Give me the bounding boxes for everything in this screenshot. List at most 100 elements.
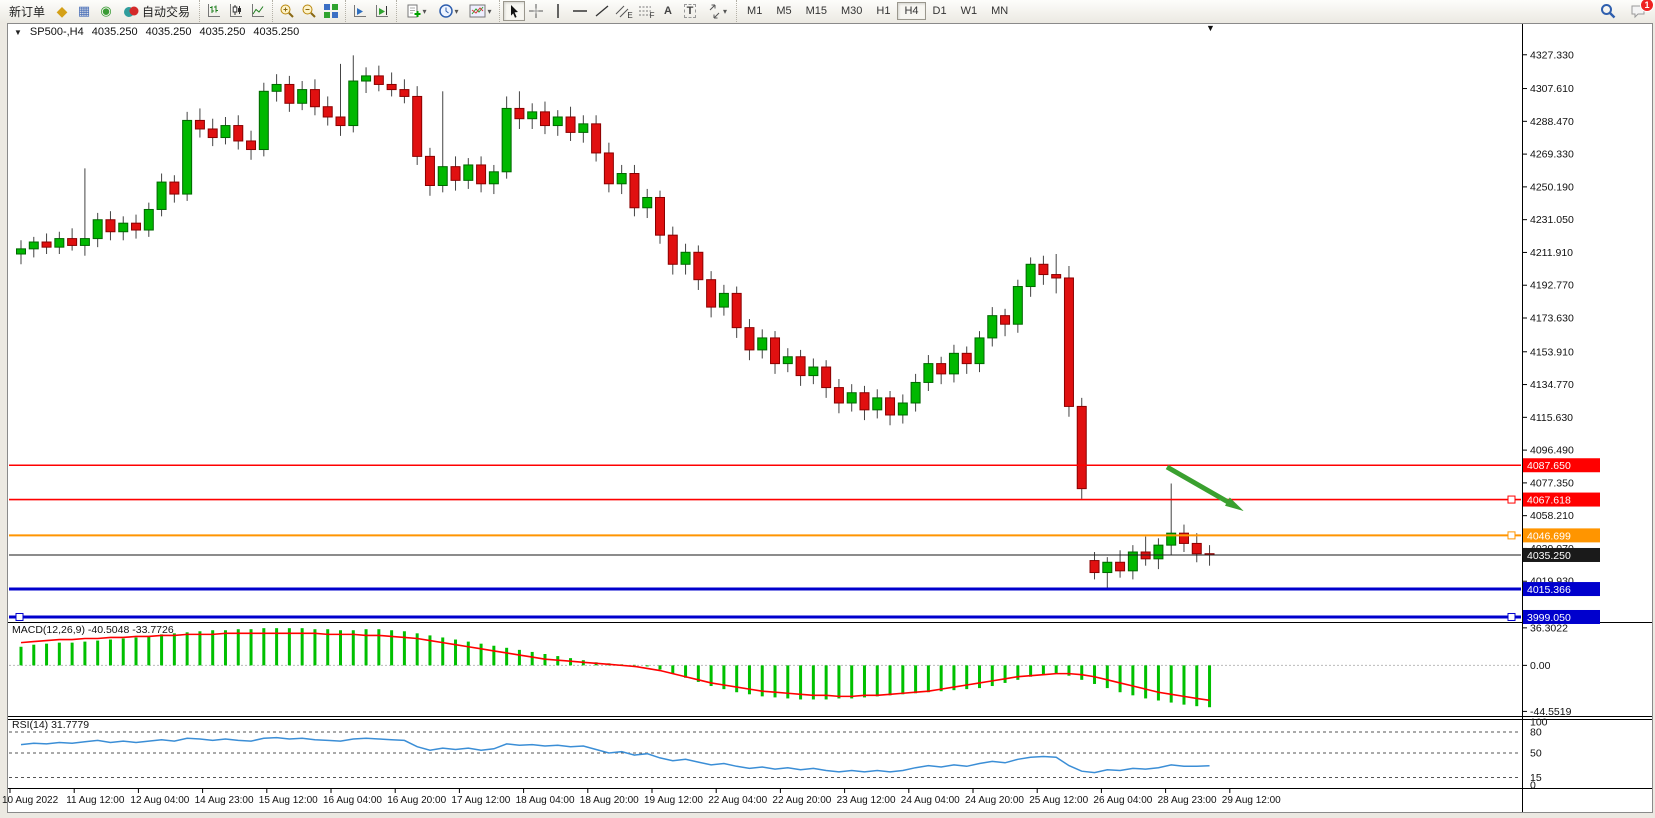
svg-text:28 Aug 23:00: 28 Aug 23:00 <box>1158 795 1217 806</box>
svg-text:14 Aug 23:00: 14 Aug 23:00 <box>195 795 254 806</box>
line-chart-icon[interactable] <box>247 1 269 21</box>
svg-text:10 Aug 2022: 10 Aug 2022 <box>2 795 59 806</box>
equidistant-channel-tool[interactable]: E <box>613 1 635 21</box>
svg-text:4058.210: 4058.210 <box>1530 510 1574 522</box>
chart-header: ▼ SP500-,H4 4035.250 4035.250 4035.250 4… <box>14 26 299 38</box>
timeframe-H1[interactable]: H1 <box>876 5 891 17</box>
market-watch-icon[interactable]: ▦ <box>77 3 91 18</box>
svg-text:24 Aug 20:00: 24 Aug 20:00 <box>965 795 1024 806</box>
timeframe-D1[interactable]: D1 <box>932 5 947 17</box>
svg-text:-44.5519: -44.5519 <box>1530 706 1572 718</box>
svg-text:50: 50 <box>1530 748 1542 760</box>
ohlc-low: 4035.250 <box>199 26 246 38</box>
chart-shift-marker-icon[interactable]: ▼ <box>1206 23 1215 33</box>
timeframe-W1[interactable]: W1 <box>960 5 978 17</box>
svg-text:18 Aug 04:00: 18 Aug 04:00 <box>516 795 575 806</box>
price-level-label: 3999.050 <box>1527 612 1571 624</box>
fibonacci-tool[interactable]: F <box>635 1 657 21</box>
price-level-label: 4087.650 <box>1527 460 1571 472</box>
svg-text:11 Aug 12:00: 11 Aug 12:00 <box>66 795 125 806</box>
candles-layer <box>16 55 1215 590</box>
notification-badge: 1 <box>1640 0 1654 12</box>
trendline-tool[interactable] <box>591 1 613 21</box>
chart-shift-icon[interactable] <box>371 1 393 21</box>
new-order-button[interactable]: 新订单 <box>3 0 51 22</box>
chart-type-group <box>199 0 272 22</box>
scroll-group <box>345 0 396 22</box>
svg-text:100: 100 <box>1530 717 1548 729</box>
rsi-line <box>20 736 1210 774</box>
svg-text:4153.910: 4153.910 <box>1530 346 1574 358</box>
ohlc-close: 4035.250 <box>253 26 300 38</box>
time-axis[interactable]: 10 Aug 2022 11 Aug 12:00 12 Aug 04:00 14 Au… <box>2 788 1281 807</box>
auto-scroll-icon[interactable] <box>349 1 371 21</box>
timeframe-MN[interactable]: MN <box>991 5 1009 17</box>
price-level-label: 4015.366 <box>1527 584 1571 596</box>
auto-trading-label: 自动交易 <box>142 4 191 19</box>
label-tool[interactable]: T <box>679 1 701 21</box>
timeframe-H4[interactable]: H4 <box>897 2 926 20</box>
svg-text:22 Aug 20:00: 22 Aug 20:00 <box>772 795 831 806</box>
search-icon[interactable] <box>1597 1 1619 21</box>
templates-button[interactable]: ▾ <box>464 1 496 21</box>
insert-group: ▾ ▾ ▾ <box>396 0 499 22</box>
price-level-label: 4067.618 <box>1527 495 1571 507</box>
signals-icon[interactable]: ◉ <box>100 3 112 18</box>
chart-canvas[interactable]: 4327.330 4307.610 4288.470 4269.330 4250.190… <box>0 22 1655 818</box>
text-tool[interactable]: A <box>657 1 679 21</box>
svg-text:4134.770: 4134.770 <box>1530 379 1574 391</box>
timeframe-M15[interactable]: M15 <box>805 5 827 17</box>
toolbar-right: 1 <box>1597 0 1654 22</box>
svg-text:19 Aug 12:00: 19 Aug 12:00 <box>644 795 703 806</box>
svg-text:4327.330: 4327.330 <box>1530 49 1574 61</box>
annotation-arrow[interactable] <box>1165 464 1237 509</box>
price-level-label: 4035.250 <box>1527 550 1571 562</box>
timeframe-M1[interactable]: M1 <box>747 5 763 17</box>
timeframe-M5[interactable]: M5 <box>776 5 792 17</box>
svg-text:12 Aug 04:00: 12 Aug 04:00 <box>130 795 189 806</box>
macd-layer <box>19 628 1212 708</box>
zoom-out-icon[interactable] <box>298 1 320 21</box>
trade-group: 新订单 ◆ ▦ ◉ 自动交易 <box>0 0 199 22</box>
auto-trading-button[interactable]: 自动交易 <box>117 0 196 22</box>
add-indicator-button[interactable]: ▾ <box>400 1 432 21</box>
bar-chart-icon[interactable] <box>203 1 225 21</box>
top-toolbar: 新订单 ◆ ▦ ◉ 自动交易 <box>0 0 1655 23</box>
macd-axis[interactable]: 36.3022 0.00 -44.5519 <box>1522 622 1572 718</box>
svg-text:36.3022: 36.3022 <box>1530 622 1568 634</box>
price-level-label: 4046.699 <box>1527 530 1571 542</box>
svg-text:17 Aug 12:00: 17 Aug 12:00 <box>451 795 510 806</box>
crosshair-tool[interactable] <box>525 1 547 21</box>
tile-windows-icon[interactable] <box>320 1 342 21</box>
svg-text:16 Aug 20:00: 16 Aug 20:00 <box>387 795 446 806</box>
svg-text:4192.770: 4192.770 <box>1530 280 1574 292</box>
vertical-line-tool[interactable] <box>547 1 569 21</box>
svg-text:24 Aug 04:00: 24 Aug 04:00 <box>901 795 960 806</box>
auto-trading-icon <box>124 6 139 17</box>
channel-e-label: E <box>627 11 633 20</box>
candlestick-chart-icon[interactable] <box>225 1 247 21</box>
cursor-tool[interactable] <box>503 1 526 21</box>
price-levels-layer[interactable]: 4087.650 4067.618 4046.699 4035.250 4015.366… <box>9 458 1600 624</box>
svg-text:80: 80 <box>1530 727 1542 739</box>
dropdown-caret-icon: ▾ <box>422 6 427 16</box>
annotation-arrow-head <box>1225 497 1244 511</box>
collapse-triangle-icon[interactable]: ▼ <box>14 27 22 37</box>
notifications-icon[interactable]: 1 <box>1627 0 1654 21</box>
chart-symbol-period: SP500-,H4 <box>29 26 84 38</box>
svg-text:26 Aug 04:00: 26 Aug 04:00 <box>1093 795 1152 806</box>
horizontal-line-tool[interactable] <box>569 1 591 21</box>
timeframe-M30[interactable]: M30 <box>841 5 863 17</box>
price-axis[interactable]: 4327.330 4307.610 4288.470 4269.330 4250.190… <box>1522 49 1574 588</box>
ohlc-high: 4035.250 <box>145 26 192 38</box>
timeframe-bar: M1 M5 M15 M30 H1 H4 D1 W1 MN <box>740 2 1015 20</box>
arrows-tool[interactable]: ▾ <box>701 1 733 21</box>
order-book-icon[interactable]: ◆ <box>56 2 68 19</box>
svg-text:4173.630: 4173.630 <box>1530 313 1574 325</box>
svg-text:0: 0 <box>1530 780 1536 792</box>
periods-button[interactable]: ▾ <box>432 1 464 21</box>
text-a-label: A <box>664 5 672 17</box>
zoom-in-icon[interactable] <box>276 1 298 21</box>
chart-window: 4327.330 4307.610 4288.470 4269.330 4250.190… <box>0 22 1655 818</box>
